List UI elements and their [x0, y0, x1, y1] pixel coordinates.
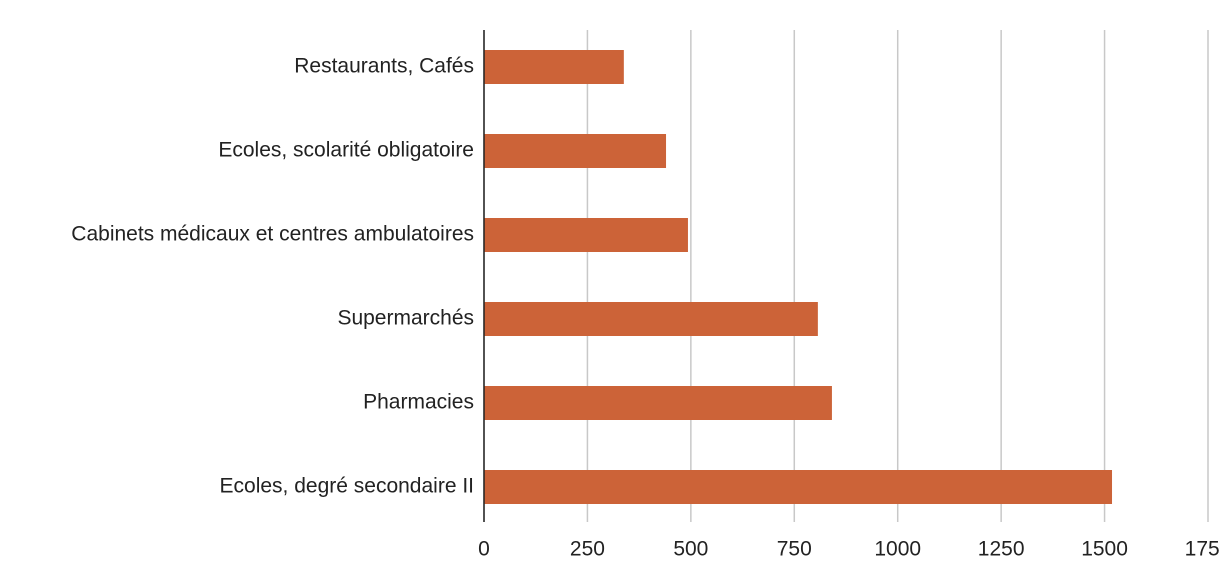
x-tick-label: 1000 [874, 538, 921, 561]
x-tick-label: 1250 [978, 538, 1025, 561]
bar [484, 218, 688, 252]
y-tick-label: Pharmacies [363, 391, 474, 414]
x-tick-label: 1750 [1185, 538, 1220, 561]
x-tick-label: 500 [673, 538, 708, 561]
y-tick-label: Restaurants, Cafés [294, 55, 474, 78]
y-tick-label: Ecoles, scolarité obligatoire [218, 139, 474, 162]
bar [484, 134, 667, 168]
bar [484, 50, 624, 84]
bar [484, 386, 832, 420]
y-tick-label: Ecoles, degré secondaire II [220, 475, 474, 498]
x-tick-label: 1500 [1081, 538, 1128, 561]
y-tick-label: Supermarchés [337, 307, 474, 330]
bar [484, 302, 818, 336]
x-tick-label: 0 [478, 538, 490, 561]
x-tick-label: 750 [777, 538, 812, 561]
x-tick-label: 250 [570, 538, 605, 561]
y-tick-label: Cabinets médicaux et centres ambulatoire… [71, 223, 474, 246]
bar [484, 470, 1113, 504]
